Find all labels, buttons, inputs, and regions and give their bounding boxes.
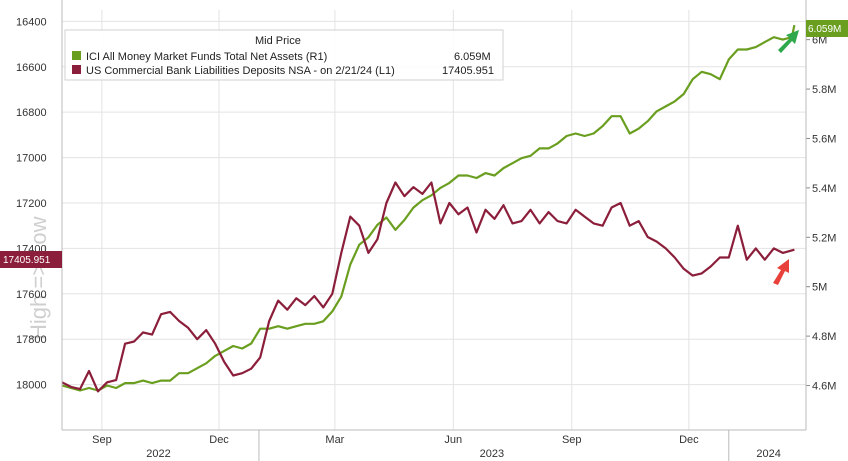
right-tick-label: 4.8M <box>812 331 836 343</box>
legend-value-mmf: 6.059M <box>454 51 491 63</box>
x-tick-label: Jun <box>444 434 462 446</box>
left-tick-label: 17800 <box>16 334 47 346</box>
left-tick-label: 17000 <box>16 153 47 165</box>
legend-label-deposits: US Commercial Bank Liabilities Deposits … <box>86 65 395 77</box>
deposits-series-line <box>61 181 795 393</box>
right-tick-label: 5.2M <box>812 232 836 244</box>
right-tick-label: 4.6M <box>812 381 836 393</box>
legend-box <box>64 29 504 81</box>
left-badge-text: 17405.951 <box>3 255 51 266</box>
legend-value-deposits: 17405.951 <box>442 65 494 77</box>
mmf-series-line <box>61 24 796 392</box>
right-last-value-badge: 6.059M <box>806 20 848 37</box>
left-tick-label: 16800 <box>16 107 47 119</box>
x-tick-label: Dec <box>209 434 229 446</box>
x-tick-label: Dec <box>679 434 699 446</box>
left-tick-label: 17200 <box>16 198 47 210</box>
series-layer <box>61 24 796 393</box>
right-badge-box <box>806 20 848 37</box>
red-up-arrow-icon <box>773 259 789 285</box>
watermark-text: High => Low <box>26 216 51 340</box>
right-tick-label: 5.4M <box>812 183 836 195</box>
left-tick-label: 17600 <box>16 289 47 301</box>
x-axis: Sep Dec Mar Jun Sep Dec 2022 2023 2024 <box>61 0 807 461</box>
green-up-arrow-icon <box>778 30 799 53</box>
legend-label-mmf: ICI All Money Market Funds Total Net Ass… <box>86 51 327 63</box>
left-tick-label: 18000 <box>16 380 47 392</box>
x-tick-label: Sep <box>92 434 112 446</box>
x-tick-label: Sep <box>562 434 582 446</box>
legend-swatch-mmf <box>72 51 81 60</box>
left-axis: 1640016600168001700017200174001760017800… <box>16 16 47 391</box>
x-tick-label: Mar <box>325 434 344 446</box>
right-tick-label: 6M <box>812 35 827 47</box>
legend: Mid Price ICI All Money Market Funds Tot… <box>64 29 504 81</box>
right-tick-label: 5M <box>812 282 827 294</box>
left-tick-label: 16600 <box>16 62 47 74</box>
left-last-value-badge: 17405.951 <box>0 251 62 268</box>
left-badge-box <box>0 251 62 268</box>
x-year-label: 2022 <box>146 448 170 460</box>
right-tick-label: 5.8M <box>812 84 836 96</box>
legend-swatch-deposits <box>72 65 81 74</box>
legend-title: Mid Price <box>255 35 301 47</box>
x-year-label: 2023 <box>480 448 504 460</box>
left-tick-label: 16400 <box>16 16 47 28</box>
right-axis: 4.6M 4.8M 5M 5.2M 5.4M 5.6M 5.8M 6M <box>806 35 836 393</box>
right-tick-label: 5.6M <box>812 133 836 145</box>
x-year-label: 2024 <box>756 448 780 460</box>
right-badge-text: 6.059M <box>808 24 841 35</box>
